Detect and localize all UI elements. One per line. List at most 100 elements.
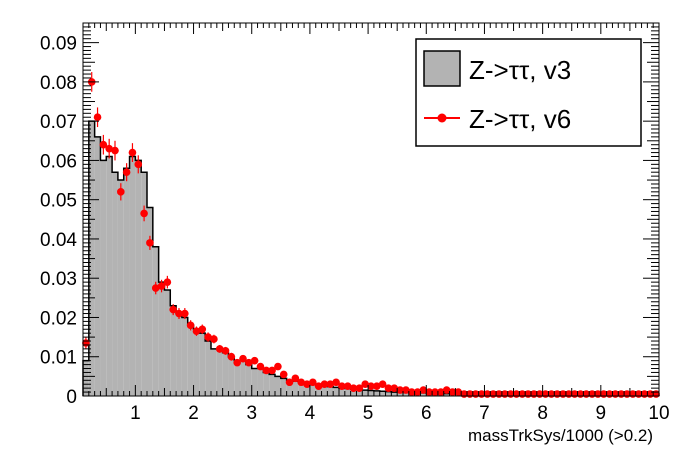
v6-point <box>198 325 207 334</box>
v3-bar <box>362 390 369 396</box>
v3-bar <box>129 156 136 396</box>
v6-point <box>303 380 311 389</box>
v3-bar <box>257 368 264 396</box>
legend-label-v6: Z->ττ, v6 <box>469 104 571 134</box>
v3-bar <box>170 305 177 396</box>
v6-point <box>291 374 300 383</box>
v6-point <box>169 305 177 314</box>
v6-point <box>128 148 137 157</box>
v6-point <box>349 384 358 392</box>
v6-point <box>431 388 439 396</box>
y-tick-label: 0.01 <box>40 348 77 369</box>
v3-bar <box>275 376 281 396</box>
x-tick-label: 9 <box>596 403 607 424</box>
v6-point <box>99 140 108 149</box>
v3-bar <box>216 348 223 396</box>
plot-frame <box>82 22 660 397</box>
v6-point <box>204 333 212 341</box>
y-tick-label: 0.05 <box>40 191 77 212</box>
v3-bar <box>199 333 206 396</box>
v3-bar <box>385 391 392 396</box>
v3-bar <box>123 168 130 396</box>
v3-bar <box>181 317 188 396</box>
v3-bar <box>298 382 305 396</box>
v3-bar <box>443 393 450 396</box>
v6-point <box>140 209 148 218</box>
legend-marker-v6 <box>437 113 447 123</box>
y-tick-label: 0.07 <box>40 112 77 133</box>
x-tick-label: 1 <box>130 403 141 424</box>
v3-bar <box>356 389 363 396</box>
v6-point <box>151 284 160 292</box>
v3-bar <box>158 282 165 396</box>
y-tick-label: 0.04 <box>40 230 77 251</box>
v3-bar <box>327 386 334 396</box>
v3-bar <box>333 387 339 396</box>
v6-point <box>250 356 259 365</box>
legend-label-v3: Z->ττ, v3 <box>469 55 571 85</box>
v6-point <box>93 113 102 122</box>
v6-point <box>361 380 369 389</box>
x-tick-label: 3 <box>246 403 257 424</box>
v3-bar <box>309 384 316 396</box>
x-tick-label: 5 <box>363 403 374 424</box>
v3-bar <box>420 392 427 396</box>
v3-bar <box>193 329 200 396</box>
v3-bar <box>339 388 345 396</box>
v3-bar <box>391 392 398 396</box>
v3-bar <box>135 160 142 396</box>
v6-point <box>384 384 393 392</box>
x-tick-label: 7 <box>479 403 490 424</box>
v3-bar <box>141 172 147 396</box>
v6-point <box>396 386 404 394</box>
v6-point <box>163 278 172 286</box>
v6-point <box>186 321 195 330</box>
v6-point <box>245 358 253 367</box>
v3-bar <box>228 356 235 396</box>
v3-bar <box>379 391 386 396</box>
v6-point <box>419 386 428 394</box>
v3-bar <box>117 180 124 396</box>
v6-point <box>297 378 305 387</box>
v3-bar <box>240 360 246 396</box>
y-tick-label: 0.09 <box>40 34 77 55</box>
v3-bar <box>397 392 403 396</box>
v3-bar <box>280 378 287 396</box>
v3-bar <box>344 388 351 396</box>
v3-bar <box>245 364 252 396</box>
x-tick-label: 6 <box>421 403 432 424</box>
v3-bar <box>373 390 380 396</box>
x-tick-label: 2 <box>188 403 199 424</box>
v3-bar <box>106 156 113 396</box>
v6-point <box>239 354 247 363</box>
y-tick-label: 0.08 <box>40 73 77 94</box>
y-tick-label: 0 <box>66 387 77 408</box>
v3-bar <box>269 374 275 396</box>
v6-point <box>175 309 183 318</box>
v6-point <box>320 380 329 389</box>
v6-point <box>355 384 364 392</box>
v6-point <box>373 382 381 390</box>
x-axis-title: massTrkSys/1000 (>0.2) <box>468 426 653 445</box>
v6-point <box>442 386 451 394</box>
v3-bar <box>100 160 107 396</box>
x-tick-label: 10 <box>648 403 669 424</box>
v6-point <box>181 309 189 318</box>
v3-bar <box>176 313 182 396</box>
v3-bar <box>292 381 299 396</box>
v6-point <box>215 345 224 353</box>
v6-point <box>437 388 445 396</box>
v6-point <box>221 347 230 355</box>
v6-point <box>454 388 463 396</box>
v6-point <box>367 382 375 390</box>
v6-point <box>402 386 410 394</box>
v6-point <box>105 144 113 153</box>
v3-bar <box>187 325 194 396</box>
axes-layer: 1 2 3 4 5 6 7 8 9 10 0 0.01 0.02 0.03 0.04 0.05 0.06 0.07… <box>40 23 670 424</box>
v6-point <box>117 188 125 196</box>
v6-point <box>233 358 241 367</box>
v6-point <box>332 378 340 387</box>
v3-bar <box>403 392 409 396</box>
v6-point <box>407 388 416 396</box>
v6-point <box>134 160 143 169</box>
